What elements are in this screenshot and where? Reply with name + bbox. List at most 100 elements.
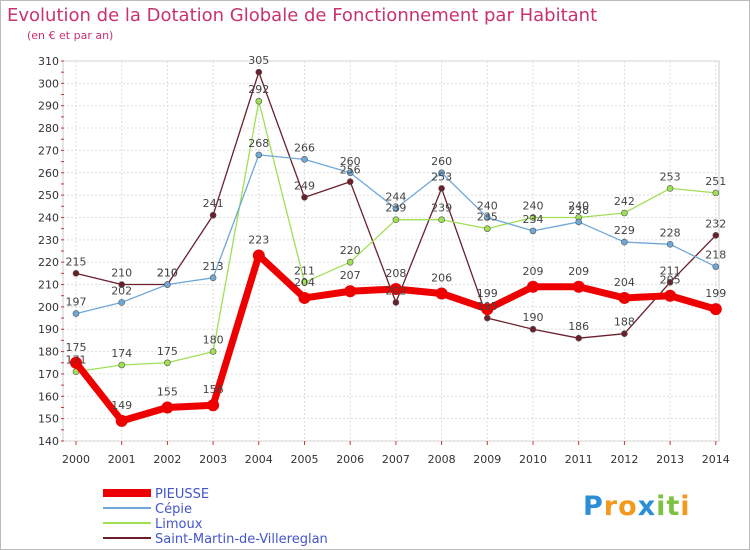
y-tick-label: 160 — [38, 390, 59, 403]
data-label: 206 — [431, 271, 452, 284]
data-label: 215 — [66, 255, 87, 268]
data-point — [572, 280, 585, 293]
data-point — [666, 185, 674, 192]
data-label: 213 — [203, 260, 224, 273]
data-label: 188 — [614, 316, 635, 329]
y-tick-label: 170 — [38, 368, 59, 381]
data-point — [255, 68, 263, 76]
data-point — [389, 283, 402, 295]
data-label: 211 — [294, 264, 315, 277]
data-point — [118, 299, 125, 306]
data-point — [164, 359, 171, 367]
data-label: 202 — [385, 284, 406, 297]
data-point — [438, 185, 445, 192]
data-label: 175 — [157, 345, 178, 358]
data-point — [527, 280, 539, 293]
data-point — [164, 281, 171, 288]
data-point — [529, 227, 537, 235]
data-point — [252, 249, 265, 262]
data-point — [118, 281, 125, 288]
data-point — [301, 194, 308, 201]
data-label: 156 — [203, 383, 224, 396]
logo-letter: x — [637, 491, 657, 522]
logo-letter: i — [680, 491, 691, 522]
data-label: 249 — [294, 179, 315, 192]
data-point — [529, 325, 537, 333]
data-label: 244 — [385, 191, 406, 204]
data-point — [438, 169, 445, 177]
data-label: 253 — [431, 170, 452, 183]
data-label: 260 — [431, 155, 452, 168]
axes: 1401501601701801902002102202302402502602… — [38, 55, 730, 466]
data-point — [481, 303, 494, 316]
logo-letter: t — [666, 491, 681, 522]
data-point — [575, 218, 583, 226]
data-point — [346, 258, 354, 266]
legend: PIEUSSECépieLimouxSaint-Martin-de-Viller… — [103, 487, 328, 547]
data-label: 149 — [111, 399, 132, 412]
data-point — [70, 356, 82, 369]
y-tick-label: 300 — [38, 77, 59, 90]
x-tick-label: 2003 — [199, 453, 227, 466]
y-tick-label: 140 — [38, 435, 59, 448]
data-label: 266 — [294, 141, 315, 154]
data-label: 209 — [568, 265, 589, 278]
data-point — [435, 287, 448, 300]
data-label: 228 — [660, 226, 681, 239]
data-label: 208 — [385, 267, 406, 280]
legend-label: Limoux — [155, 517, 203, 532]
data-point — [618, 291, 631, 304]
data-point — [118, 361, 125, 369]
data-label: 205 — [660, 274, 681, 287]
data-label: 251 — [705, 175, 726, 188]
data-label: 195 — [477, 300, 498, 313]
x-tick-label: 2006 — [336, 453, 364, 466]
data-label: 238 — [568, 204, 589, 217]
x-tick-label: 2007 — [382, 453, 410, 466]
data-point — [209, 348, 217, 355]
x-tick-label: 2011 — [565, 453, 593, 466]
data-point — [207, 399, 220, 412]
data-point — [712, 263, 720, 270]
data-label: 175 — [66, 341, 87, 354]
data-label: 197 — [66, 296, 87, 309]
y-tick-label: 210 — [38, 279, 59, 292]
data-point — [529, 214, 537, 221]
data-label: 190 — [523, 311, 544, 324]
data-label: 211 — [660, 264, 681, 277]
data-label: 204 — [614, 276, 635, 289]
x-tick-label: 2000 — [62, 453, 90, 466]
data-point — [621, 209, 628, 217]
x-tick-label: 2009 — [473, 453, 501, 466]
y-tick-label: 180 — [38, 346, 59, 359]
data-label: 210 — [157, 267, 178, 280]
logo-letter: o — [618, 491, 638, 522]
data-point — [392, 299, 400, 306]
data-point — [161, 401, 174, 414]
data-label: 292 — [248, 83, 269, 96]
legend-label: Cépie — [155, 502, 192, 517]
data-labels: 215 210 210 241 305 249 256 202 253 195 190 186 188 2… — [66, 54, 727, 412]
chart-subtitle: (en € et par an) — [27, 29, 114, 42]
data-label: 171 — [66, 354, 87, 367]
y-tick-label: 150 — [38, 413, 59, 426]
data-label: 199 — [477, 287, 498, 300]
y-tick-label: 240 — [38, 211, 59, 224]
x-tick-label: 2002 — [153, 453, 181, 466]
grid — [62, 60, 720, 442]
x-tick-label: 2014 — [702, 453, 730, 466]
y-tick-label: 230 — [38, 234, 59, 247]
data-label: 260 — [340, 155, 361, 168]
data-point — [664, 289, 677, 302]
y-tick-label: 190 — [38, 323, 59, 336]
data-point — [72, 310, 80, 317]
x-tick-label: 2004 — [245, 453, 273, 466]
legend-label: Saint-Martin-de-Villereglan — [155, 532, 328, 547]
data-label: 155 — [157, 385, 178, 398]
data-point — [483, 314, 491, 322]
data-label: 239 — [431, 202, 452, 215]
data-point — [346, 178, 354, 186]
data-point — [209, 274, 217, 282]
logo-letter: r — [603, 491, 619, 522]
